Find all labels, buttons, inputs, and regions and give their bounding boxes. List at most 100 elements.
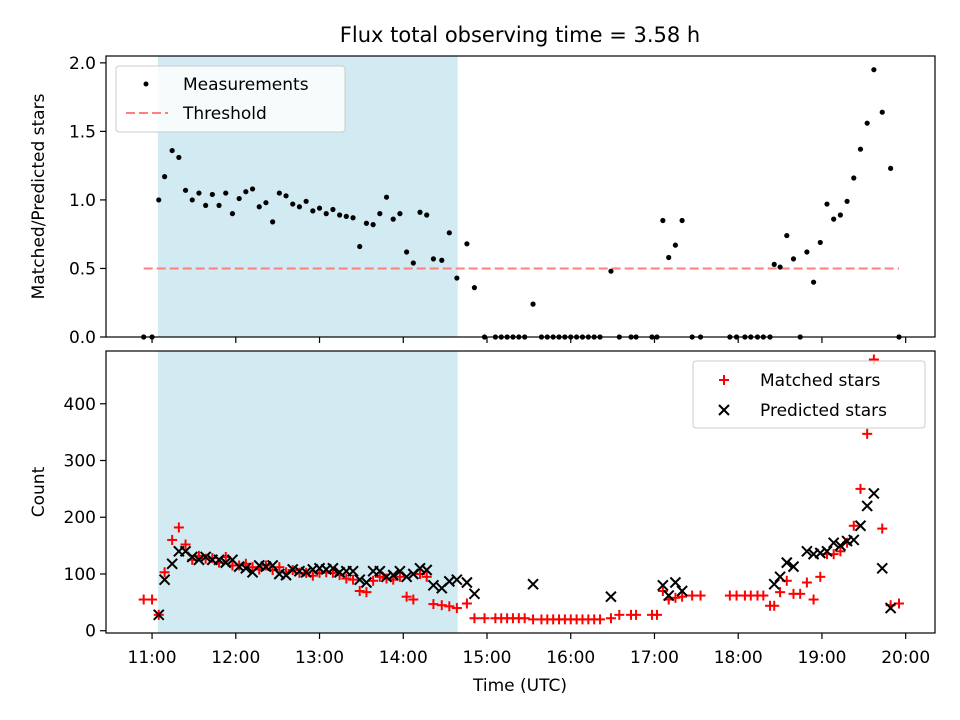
matched-star-point: [138, 594, 149, 605]
legend-predicted-label: Predicted stars: [760, 401, 887, 421]
measurement-point: [824, 201, 830, 207]
predicted-star-point: [387, 569, 399, 581]
predicted-star-point: [300, 566, 312, 578]
measurement-point: [256, 204, 262, 210]
count-axis-ticks: 0 100 200 300 400 11:00 12:00 13:00 14:00 15:00 16…: [64, 395, 931, 668]
predicted-stars-points: [153, 487, 897, 621]
matched-star-point: [801, 577, 812, 588]
matched-star-point: [444, 601, 455, 612]
matched-star-point: [877, 523, 888, 534]
predicted-star-point: [153, 609, 165, 621]
predicted-star-point-b: [166, 558, 178, 570]
predicted-star-point-b: [657, 579, 669, 592]
predicted-star-point-b: [774, 571, 786, 583]
matched-star-point: [519, 613, 530, 624]
measurement-point: [223, 190, 229, 196]
predicted-star-point-b: [781, 556, 793, 569]
measurement-point: [343, 213, 349, 219]
count-legend: Matched stars Predicted stars: [692, 360, 926, 429]
measurement-point: [162, 174, 168, 180]
measurement-point: [377, 211, 383, 217]
matched-star-point: [274, 562, 285, 573]
predicted-star-point: [827, 537, 840, 549]
ratio-y-axis-label: Matched/Predicted stars: [29, 93, 49, 299]
measurement-point: [439, 257, 445, 263]
ratio-legend-box: [115, 65, 346, 133]
matched-star-point: [247, 562, 258, 573]
predicted-star-point: [166, 558, 178, 570]
predicted-star-point-b: [443, 575, 456, 588]
matched-star-point: [469, 613, 480, 624]
x-tick-label: 17:00: [630, 648, 679, 668]
predicted-star-point: [199, 551, 212, 563]
predicted-star-point: [768, 578, 780, 590]
matched-star-point: [147, 594, 158, 605]
predicted-star-point: [414, 562, 426, 575]
measurement-point: [837, 212, 843, 218]
measurement-point: [464, 241, 470, 247]
x-tick-label: 20:00: [881, 648, 930, 668]
measurement-point: [804, 249, 810, 255]
legend-predicted-marker: [718, 404, 730, 416]
matched-star-point: [775, 587, 786, 598]
predicted-star-point-b: [380, 571, 393, 583]
matched-star-point: [428, 599, 439, 610]
matched-star-point: [758, 590, 769, 601]
count-legend-box: [692, 360, 926, 429]
legend-predicted-glyph: [718, 404, 730, 416]
matched-star-point: [695, 590, 706, 601]
predicted-star-point: [663, 589, 675, 602]
measurement-point: [216, 202, 222, 209]
predicted-star-point: [821, 545, 833, 558]
matched-star-point: [862, 428, 873, 439]
measurement-point: [283, 193, 289, 199]
y-tick-label: 1.5: [69, 122, 96, 142]
predicted-star-point-b: [233, 560, 245, 573]
matched-star-point: [173, 522, 184, 533]
measurement-point: [189, 197, 195, 203]
predicted-star-point-b: [868, 487, 880, 500]
y-tick-label: 0.0: [69, 328, 96, 348]
predicted-star-point: [861, 500, 873, 512]
measurement-point: [857, 146, 864, 152]
measurement-point: [229, 211, 236, 217]
predicted-star-point-b: [347, 565, 359, 577]
x-tick-label: 16:00: [546, 648, 595, 668]
predicted-star-point-b: [354, 573, 366, 586]
predicted-star-point-b: [226, 554, 239, 566]
predicted-star-point-b: [768, 578, 780, 590]
ratio-axis-ticks: 0.0 0.5 1.0 1.5 2.0: [69, 54, 907, 348]
predicted-star-point: [451, 573, 463, 586]
predicted-star-point-b: [527, 578, 539, 590]
predicted-star-point-b: [193, 554, 205, 566]
matched-star-point: [436, 600, 447, 611]
matched-star-point: [687, 590, 698, 601]
y-tick-label: 1.0: [69, 191, 96, 211]
predicted-star-point-b: [179, 545, 192, 558]
matched-star-point: [401, 591, 412, 602]
predicted-star-point: [848, 534, 860, 546]
x-tick-label: 19:00: [797, 648, 846, 668]
predicted-star-point: [468, 588, 481, 600]
measurement-point: [810, 279, 817, 285]
measurement-point: [454, 275, 460, 281]
predicted-star-point-b: [387, 569, 399, 581]
measurement-point: [263, 200, 269, 206]
y-tick-label: 2.0: [69, 54, 96, 74]
matched-star-point: [631, 609, 642, 620]
predicted-star-point-b: [814, 547, 826, 559]
measurement-point: [790, 256, 797, 262]
predicted-star-point: [347, 565, 359, 577]
predicted-star-point: [657, 579, 669, 592]
predicted-star-point-b: [414, 562, 426, 575]
predicted-star-point: [868, 487, 880, 500]
predicted-star-point-b: [400, 571, 413, 583]
measurement-point: [831, 216, 837, 222]
matched-star-point: [808, 594, 819, 605]
matched-star-point: [159, 567, 170, 578]
matched-star-point: [595, 614, 606, 625]
measurement-point: [357, 243, 363, 250]
x-tick-label: 13:00: [295, 648, 344, 668]
measurement-point: [817, 239, 823, 246]
measurement-point: [424, 212, 430, 218]
